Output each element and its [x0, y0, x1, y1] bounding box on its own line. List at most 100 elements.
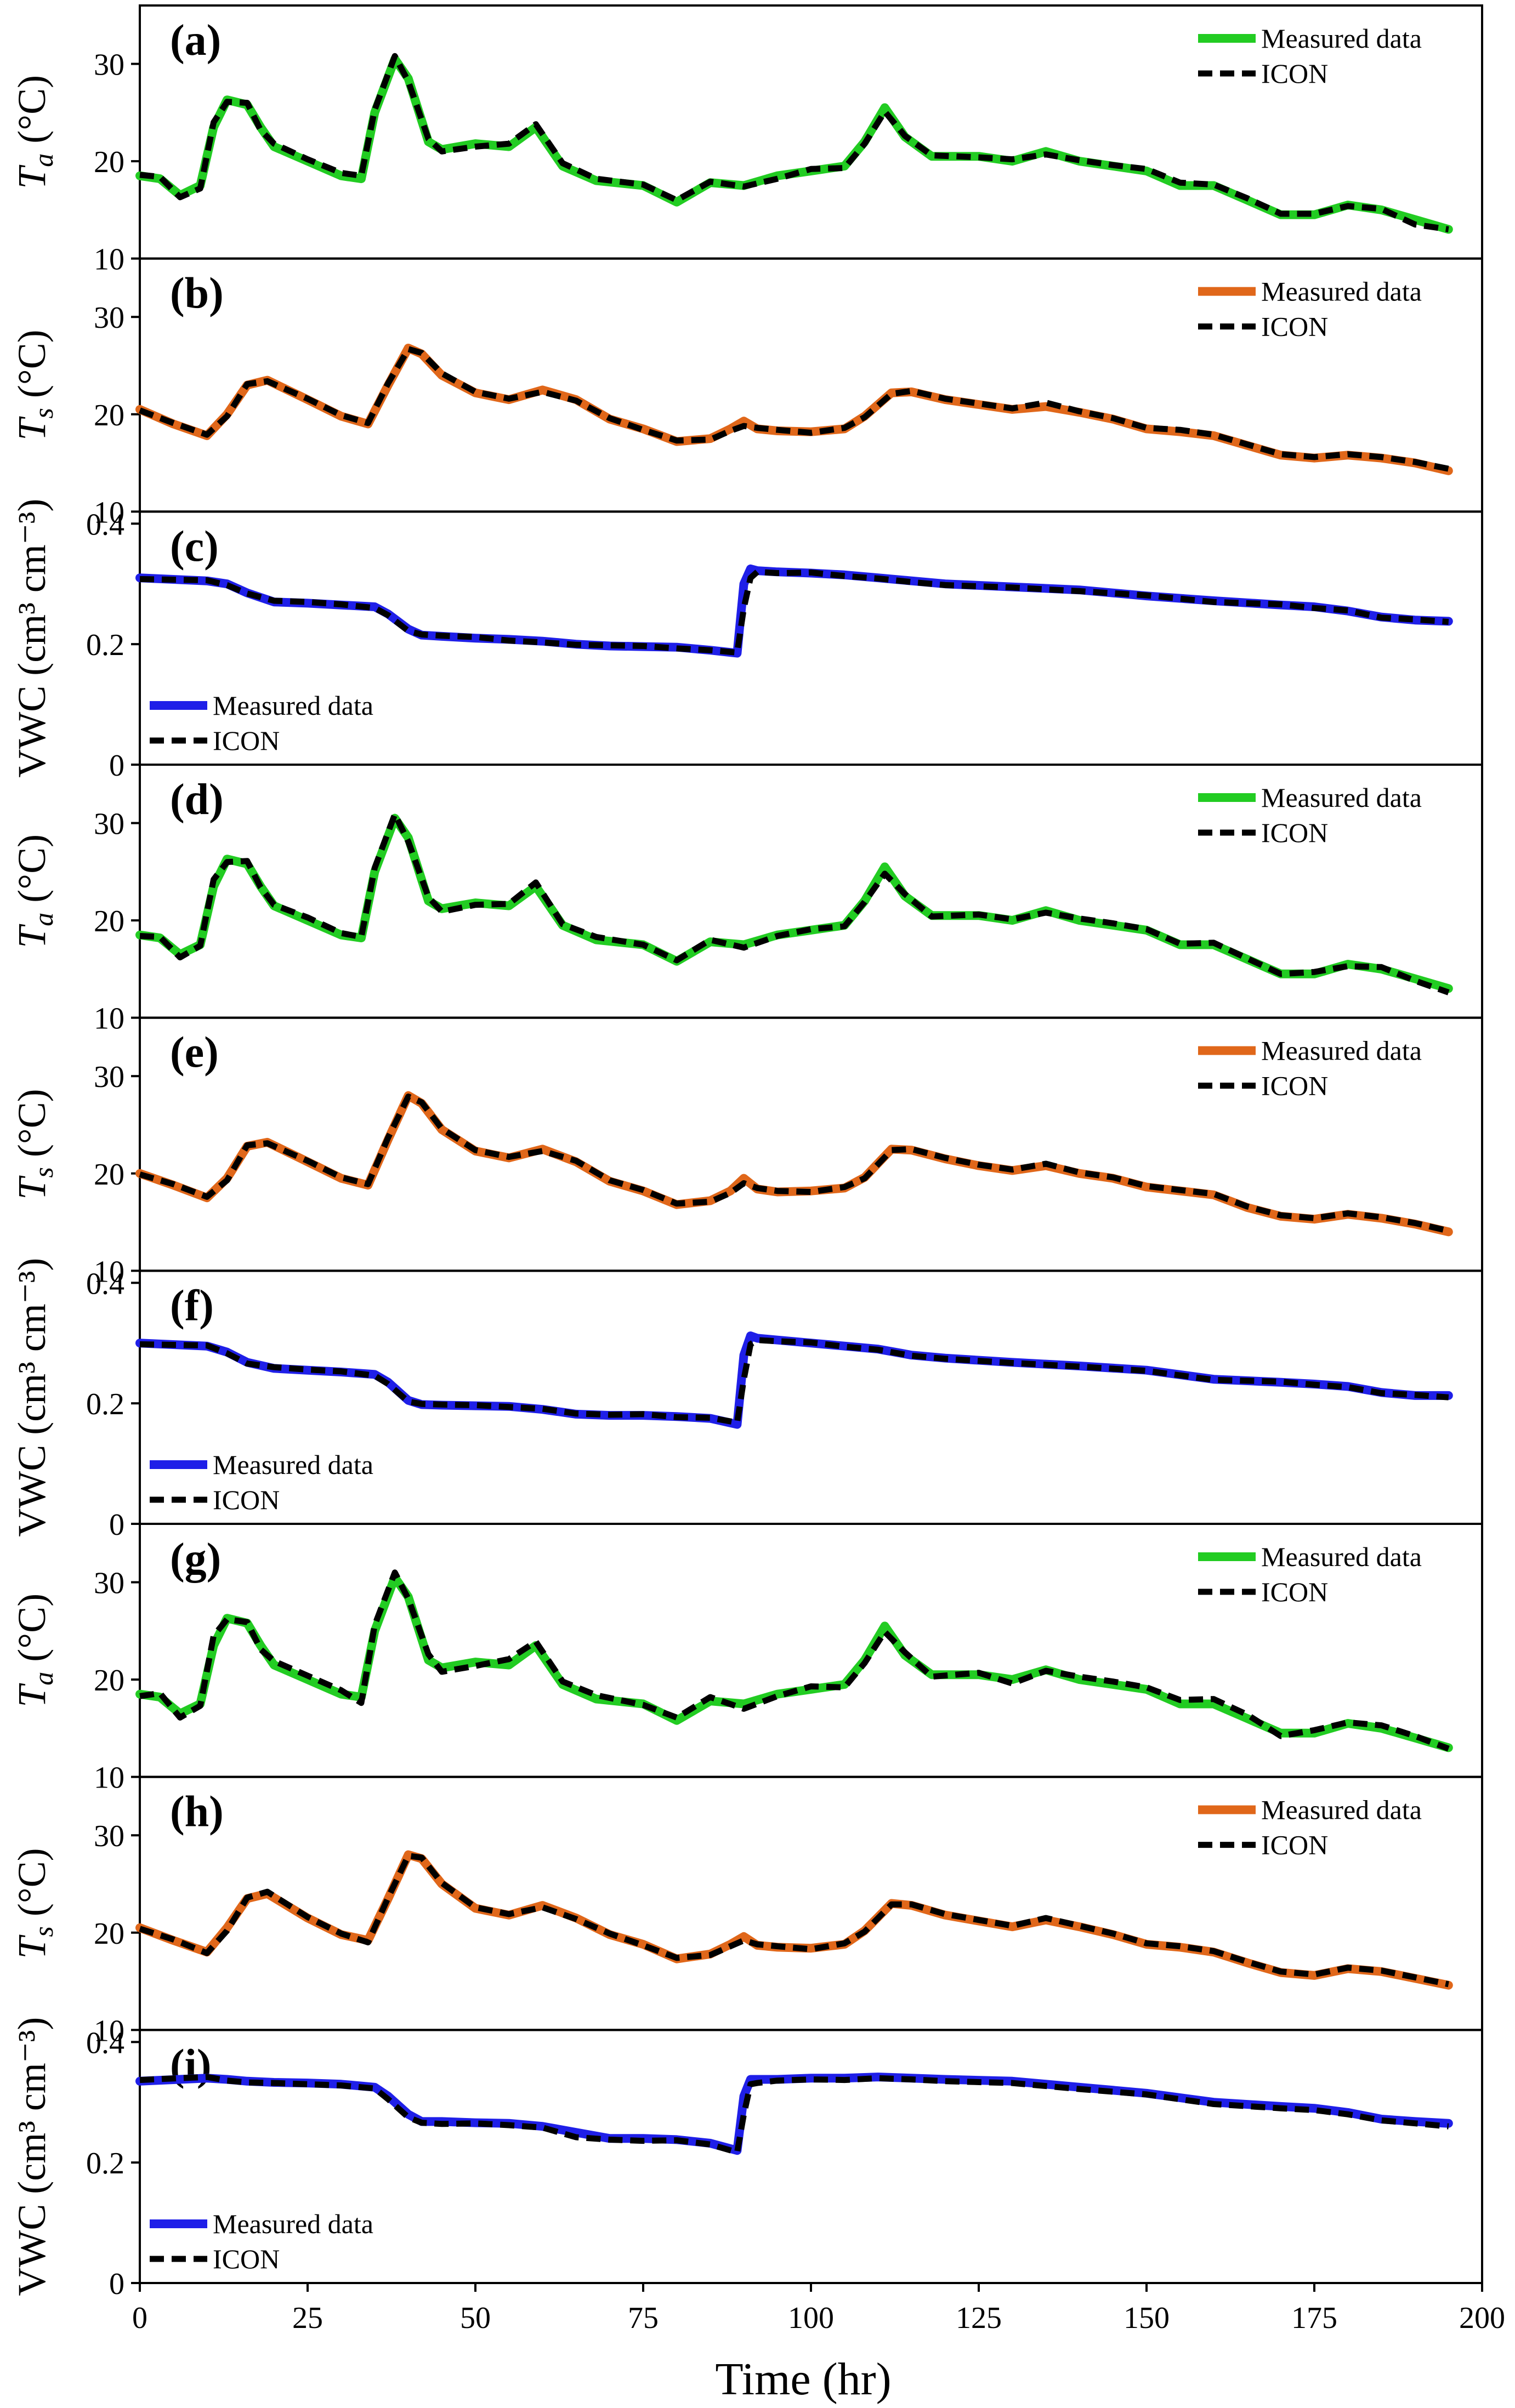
panel-d: 10 20 30 Ta (°C) (d) Measured data ICON: [10, 764, 1483, 1036]
legend-label: ICON: [1261, 1071, 1328, 1101]
series-line-icon: [139, 53, 1449, 232]
legend: Measured data ICON: [1198, 23, 1422, 89]
y-axis-label: Ta (°C): [10, 1593, 59, 1707]
y-tick-label: 0.2: [86, 2147, 124, 2181]
series-line-icon: [139, 1094, 1450, 1234]
y-axis-label: VWC (cm³ cm⁻³): [10, 499, 54, 778]
legend-label: Measured data: [1261, 1795, 1422, 1825]
legend-label: ICON: [1261, 817, 1328, 848]
legend-label: ICON: [1261, 1830, 1328, 1860]
legend-label: ICON: [1261, 1576, 1328, 1607]
y-tick-label: 0: [109, 2267, 124, 2301]
panel-label: (h): [170, 1788, 224, 1836]
legend: Measured data ICON: [150, 2208, 373, 2274]
series-line-icon: [139, 1853, 1449, 1988]
x-tick-label: 100: [788, 2301, 834, 2335]
y-tick-label: 10: [94, 1002, 124, 1036]
legend-label: Measured data: [1261, 1035, 1422, 1066]
panel-label: (g): [170, 1535, 221, 1583]
y-tick-label: 10: [94, 1255, 124, 1289]
legend-label: Measured data: [1261, 1541, 1422, 1572]
y-tick-label: 0.2: [86, 1387, 124, 1421]
x-tick-label: 25: [292, 2301, 323, 2335]
legend: Measured data ICON: [150, 1449, 373, 1515]
panel-label: (a): [170, 16, 221, 65]
x-tick-label: 50: [460, 2301, 491, 2335]
panels: 10 20 30 Ta (°C) (a) Measured data ICON 10 20 30 T…: [10, 4, 1483, 2301]
series-line-icon: [139, 1569, 1450, 1752]
panel-label: (e): [170, 1029, 219, 1077]
panel-label: (d): [170, 776, 224, 824]
legend: Measured data ICON: [1198, 1795, 1422, 1860]
panel-h: 10 20 30 Ts (°C) (h) Measured data ICON: [10, 1775, 1483, 2048]
x-axis: 0 25 50 75 100 125 150 175 200: [132, 2283, 1505, 2335]
x-tick-label: 150: [1124, 2301, 1170, 2335]
y-tick-label: 0: [109, 749, 124, 783]
legend-label: ICON: [213, 725, 280, 756]
y-tick-label: 0.2: [86, 628, 124, 662]
y-tick-label: 30: [94, 807, 124, 841]
y-axis-label: Ta (°C): [10, 834, 59, 948]
y-tick-label: 20: [94, 399, 124, 432]
legend-label: Measured data: [213, 690, 373, 721]
legend-label: Measured data: [1261, 782, 1422, 813]
panel-a: 10 20 30 Ta (°C) (a) Measured data ICON: [10, 4, 1483, 277]
legend: Measured data ICON: [150, 690, 373, 756]
series-line-icon: [139, 811, 1450, 995]
legend-label: ICON: [213, 1484, 280, 1515]
y-axis-label: VWC (cm³ cm⁻³): [10, 2017, 54, 2296]
x-tick-label: 75: [628, 2301, 659, 2335]
legend-label: ICON: [1261, 58, 1328, 89]
legend-label: Measured data: [213, 1449, 373, 1480]
y-tick-label: 20: [94, 1158, 124, 1192]
panel-g: 10 20 30 Ta (°C) (g) Measured data ICON: [10, 1523, 1483, 1795]
y-axis-label: VWC (cm³ cm⁻³): [10, 1258, 54, 1537]
series-line-icon: [139, 346, 1449, 472]
y-tick-label: 30: [94, 301, 124, 335]
legend: Measured data ICON: [1198, 1541, 1422, 1607]
y-tick-label: 0.4: [86, 2026, 124, 2060]
x-tick-label: 0: [132, 2301, 147, 2335]
y-tick-label: 20: [94, 1664, 124, 1698]
x-tick-label: 200: [1459, 2301, 1505, 2335]
y-tick-label: 10: [94, 243, 124, 277]
panel-c: 0 0.2 0.4 VWC (cm³ cm⁻³) (c) Measured data ICO…: [10, 499, 1483, 783]
y-tick-label: 30: [94, 1819, 124, 1853]
legend: Measured data ICON: [1198, 276, 1422, 342]
legend-label: Measured data: [1261, 23, 1422, 54]
y-tick-label: 20: [94, 904, 124, 938]
y-tick-label: 20: [94, 145, 124, 179]
series-line-icon: [139, 1337, 1449, 1426]
y-tick-label: 0: [109, 1508, 124, 1542]
panel-label: (c): [170, 522, 219, 571]
y-tick-label: 30: [94, 1060, 124, 1094]
panel-f: 0 0.2 0.4 VWC (cm³ cm⁻³) (f) Measured data ICO…: [10, 1258, 1483, 1542]
y-axis-label: Ts (°C): [10, 1848, 59, 1959]
x-axis-label: Time (hr): [715, 2354, 891, 2405]
series-line-icon: [139, 568, 1449, 656]
x-tick-label: 125: [956, 2301, 1002, 2335]
legend: Measured data ICON: [1198, 1035, 1422, 1101]
legend-label: ICON: [1261, 311, 1328, 342]
panel-label: (b): [170, 270, 224, 318]
y-axis-label: Ts (°C): [10, 329, 59, 440]
legend-label: Measured data: [1261, 276, 1422, 307]
series-line-icon: [139, 2074, 1449, 2155]
panel-label: (f): [170, 1282, 214, 1330]
y-tick-label: 30: [94, 48, 124, 82]
y-tick-label: 0.4: [86, 1267, 124, 1301]
y-tick-label: 20: [94, 1917, 124, 1951]
y-tick-label: 0.4: [86, 508, 124, 542]
y-axis-label: Ts (°C): [10, 1089, 59, 1199]
y-tick-label: 10: [94, 496, 124, 530]
legend-label: ICON: [213, 2244, 280, 2274]
y-tick-label: 10: [94, 2014, 124, 2048]
legend: Measured data ICON: [1198, 782, 1422, 848]
y-tick-label: 10: [94, 1761, 124, 1795]
y-axis-label: Ta (°C): [10, 75, 59, 189]
x-tick-label: 175: [1291, 2301, 1337, 2335]
legend-label: Measured data: [213, 2208, 373, 2239]
